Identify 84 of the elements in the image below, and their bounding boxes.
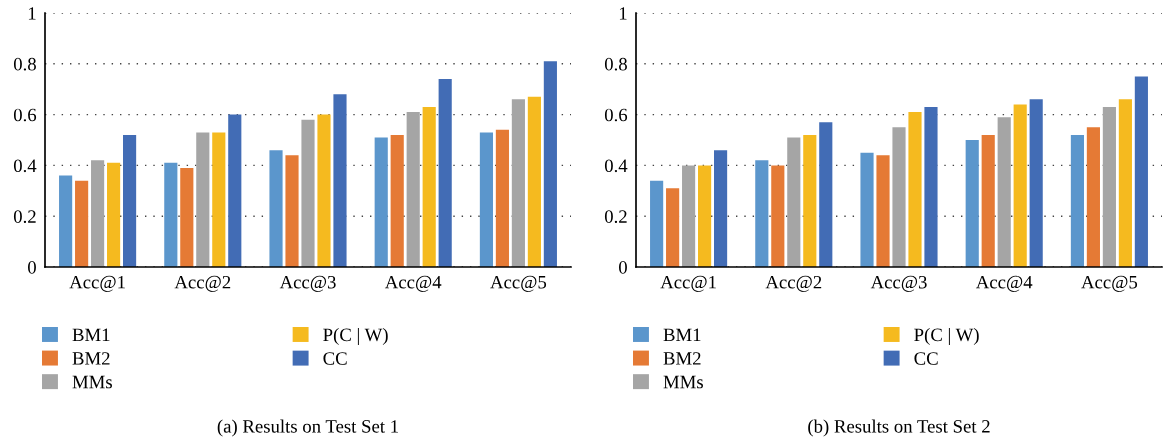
y-tick-label: 0.8 (13, 57, 36, 71)
y-tick-label: 0.2 (13, 210, 36, 223)
bar (228, 114, 242, 267)
x-tick-label: Acc@2 (765, 275, 822, 292)
bar (1070, 134, 1084, 267)
text: (b) Results on Test Set 2 (808, 419, 990, 437)
bar (1029, 99, 1043, 267)
x-tick-label: Acc@3 (870, 275, 927, 292)
bar (965, 140, 979, 267)
y-tick-label: 0.2 (604, 210, 627, 223)
legend-label: MMs (72, 375, 112, 389)
bar (511, 99, 525, 267)
y-tick-label: 0.6 (604, 108, 628, 122)
bar (374, 137, 388, 267)
legend-label: BM1 (663, 328, 701, 342)
legend-label: BM1 (72, 328, 110, 342)
bar (1134, 76, 1148, 267)
y-tick-label: 0.4 (604, 159, 628, 173)
bar (390, 134, 404, 267)
bar (666, 188, 680, 267)
x-tick-label: Acc@1 (660, 275, 716, 292)
bar (860, 152, 874, 267)
bar (479, 132, 493, 267)
bar (269, 150, 283, 267)
legend-label: MMs (663, 375, 703, 389)
bar (180, 167, 194, 267)
legend-label: BM2 (663, 352, 701, 365)
bar (107, 162, 121, 267)
legend-label: CC (323, 352, 347, 365)
legend-label: P(C | W) (323, 327, 388, 346)
text: (a) Results on Test Set 1 (217, 419, 398, 437)
bar (285, 155, 299, 267)
bar (908, 112, 922, 267)
bar (212, 132, 226, 267)
y-tick-label: 0.4 (13, 159, 37, 173)
bar (981, 134, 995, 267)
y-tick-label: 1 (619, 7, 627, 20)
bar (1013, 104, 1027, 267)
bar (714, 150, 728, 267)
bar (819, 122, 833, 267)
bar (924, 106, 938, 267)
x-tick-label: Acc@5 (490, 275, 547, 292)
bar (495, 129, 509, 267)
bar (406, 112, 420, 267)
bar (682, 165, 696, 267)
bar (164, 162, 178, 267)
x-tick-label: Acc@2 (174, 275, 231, 292)
bar (787, 137, 801, 267)
x-tick-label: Acc@4 (975, 275, 1033, 292)
y-tick-label: 0.8 (604, 57, 627, 71)
bar (755, 160, 769, 267)
bar (422, 106, 436, 267)
legend-label: CC (914, 352, 938, 365)
bar (317, 114, 331, 267)
bar (333, 94, 347, 267)
x-tick-label: Acc@3 (279, 275, 336, 292)
x-tick-label: Acc@5 (1081, 275, 1138, 292)
y-tick-label: 1 (28, 7, 36, 20)
y-tick-label: 0.6 (13, 108, 37, 122)
bar (301, 119, 315, 267)
bar (997, 117, 1011, 267)
bar (1102, 106, 1116, 267)
bar (771, 165, 785, 267)
y-tick-label: 0 (28, 261, 36, 274)
bar (59, 175, 73, 267)
bar (650, 180, 664, 267)
bar (876, 155, 890, 267)
bar (123, 134, 137, 267)
y-tick-label: 0 (619, 261, 627, 274)
bar (543, 61, 557, 267)
bar (75, 180, 89, 267)
bar (91, 160, 105, 267)
x-tick-label: Acc@4 (384, 275, 442, 292)
bar (196, 132, 210, 267)
bar (803, 134, 817, 267)
bar (1086, 127, 1100, 267)
bar (892, 127, 906, 267)
legend-label: BM2 (72, 352, 110, 365)
bar (527, 96, 541, 267)
bar (438, 79, 452, 267)
bar (1118, 99, 1132, 267)
bar (698, 165, 712, 267)
x-tick-label: Acc@1 (69, 275, 125, 292)
legend-label: P(C | W) (914, 327, 979, 346)
